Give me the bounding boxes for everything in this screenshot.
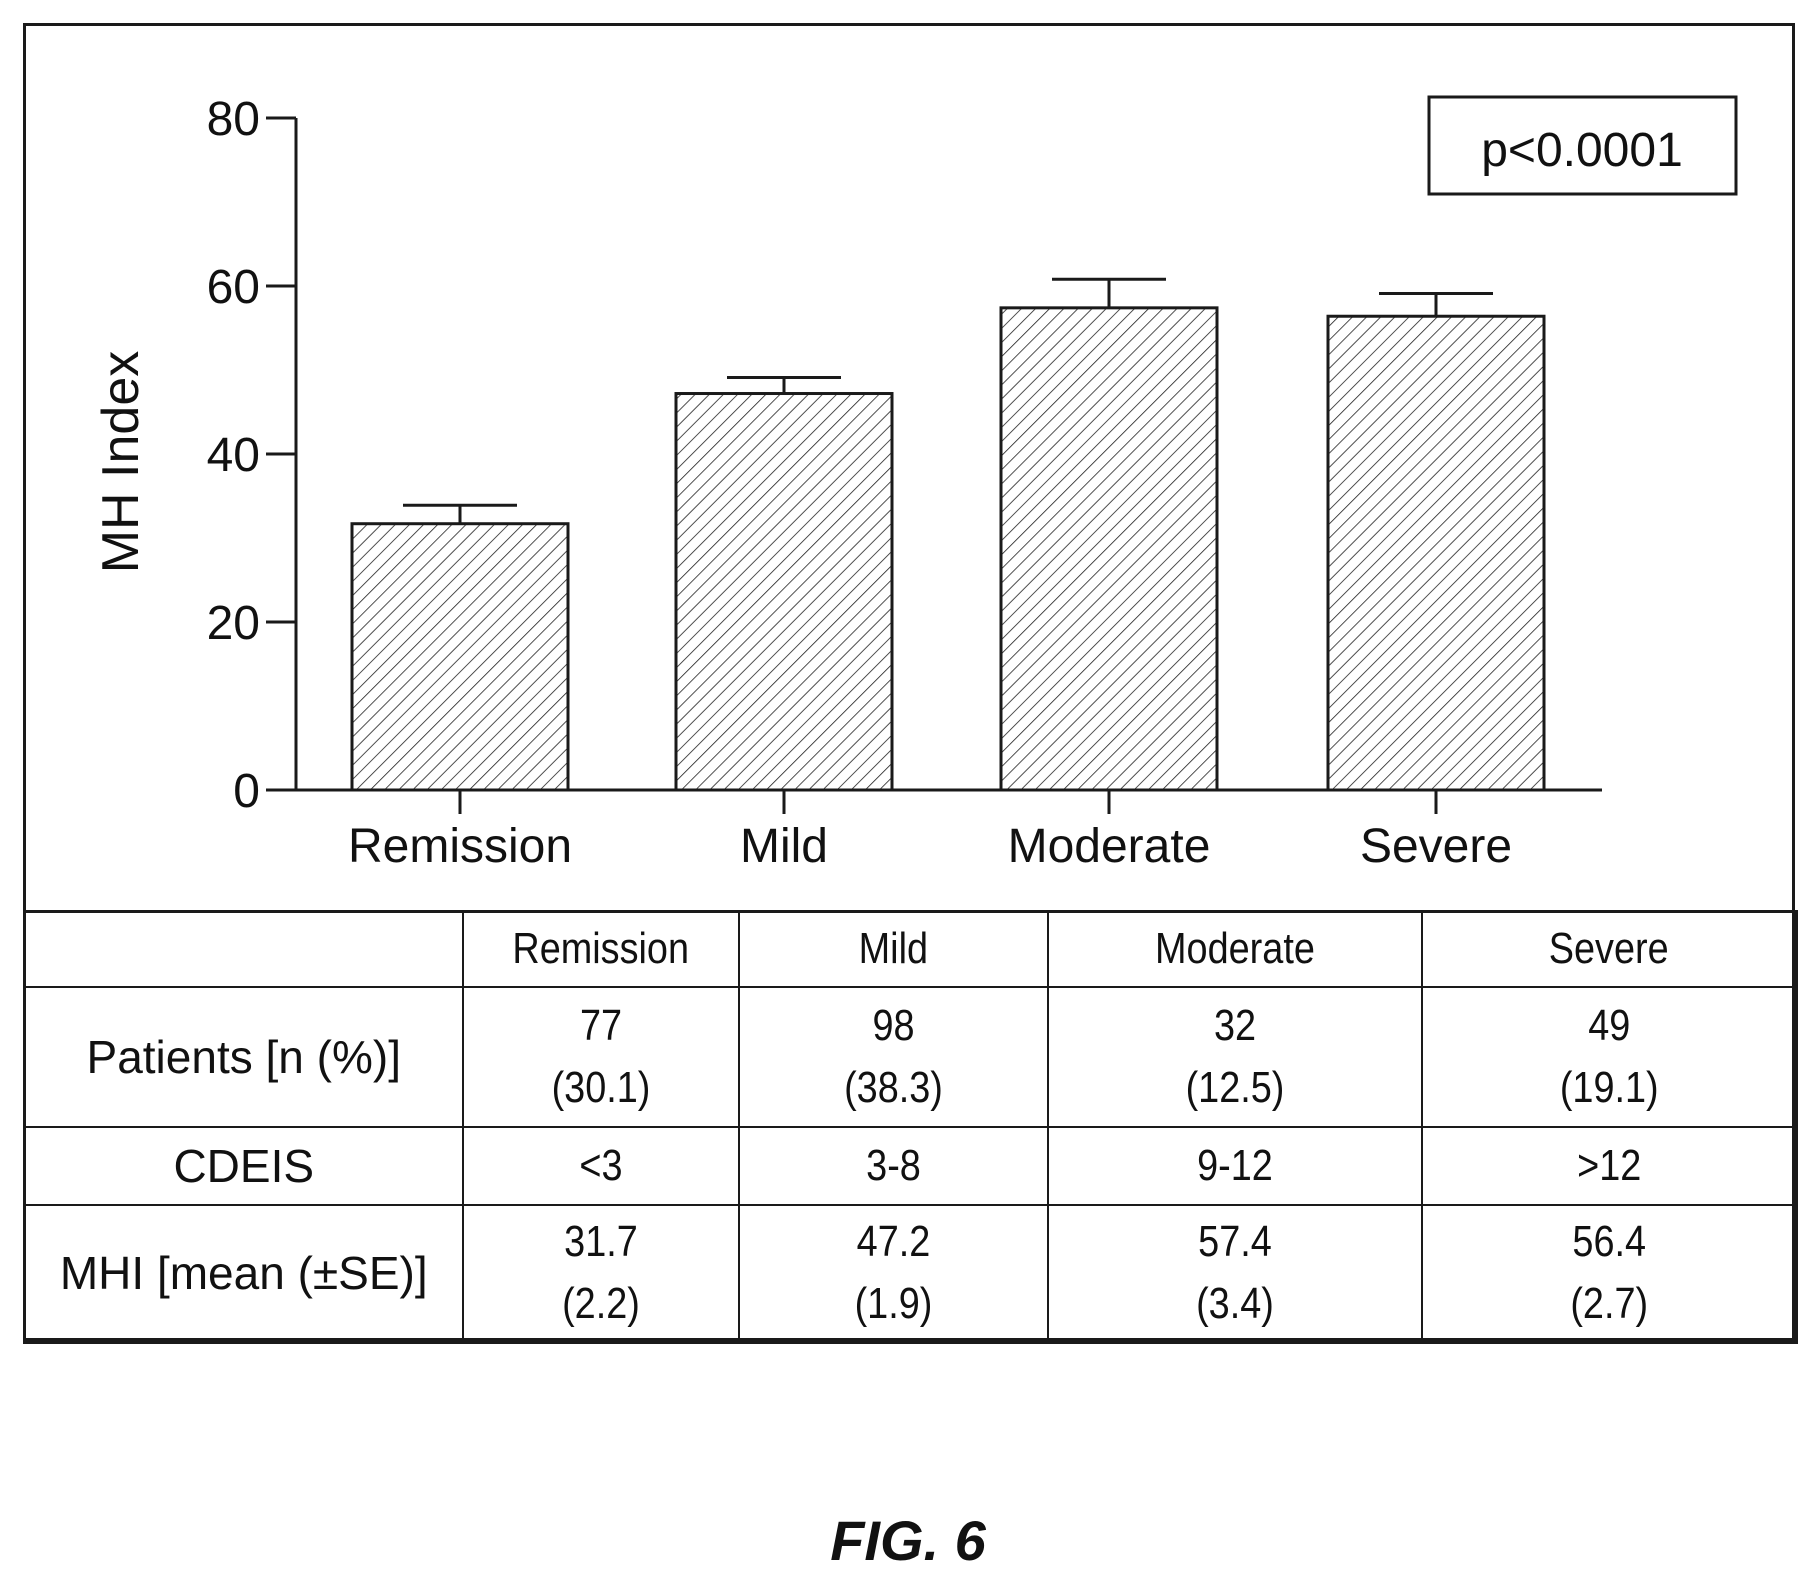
table-cell: 57.4 (3.4)	[1046, 1203, 1423, 1344]
table-cell: 98 (38.3)	[737, 985, 1049, 1128]
annotation-box	[1427, 95, 1738, 196]
table-header-cell: Moderate	[1046, 910, 1423, 988]
table-header-cell: Severe	[1420, 910, 1798, 988]
bar-remission	[350, 522, 570, 792]
row-label: Patients [n (%)]	[23, 985, 464, 1128]
table-header-cell: Remission	[461, 910, 740, 988]
table-cell: 77 (30.1)	[461, 985, 740, 1128]
x-tick-label: Remission	[348, 820, 572, 873]
table-header-cell: Mild	[737, 910, 1049, 988]
row-label: CDEIS	[23, 1125, 464, 1206]
table-cell: 3-8	[737, 1125, 1049, 1206]
y-axis-title: MH Index	[92, 351, 150, 574]
table-cell: >12	[1420, 1125, 1798, 1206]
bar-moderate	[999, 306, 1219, 792]
table-header-row: Remission Mild Moderate Severe	[23, 910, 1798, 988]
summary-table: Remission Mild Moderate Severe Patients …	[23, 910, 1798, 1344]
table-row-patients: Patients [n (%)] 77 (30.1) 98 (38.3) 32 (12…	[23, 985, 1798, 1128]
y-tick-label: 80	[207, 93, 260, 146]
y-tick-label: 0	[233, 765, 260, 818]
bar-mild	[674, 392, 894, 792]
table-cell: <3	[461, 1125, 740, 1206]
table-cell: 9-12	[1046, 1125, 1423, 1206]
row-label: MHI [mean (±SE)]	[23, 1203, 464, 1344]
x-tick-label: Severe	[1360, 820, 1512, 873]
x-tick-label: Mild	[740, 820, 828, 873]
y-tick-label: 40	[207, 429, 260, 482]
table-header-empty	[23, 910, 464, 988]
table-row-cdeis: CDEIS <3 3-8 9-12 >12	[23, 1125, 1798, 1206]
table-cell: 32 (12.5)	[1046, 985, 1423, 1128]
annotation-text: p<0.0001	[1481, 124, 1683, 177]
figure-caption: FIG. 6	[830, 1509, 986, 1572]
table-row-mhi: MHI [mean (±SE)] 31.7 (2.2) 47.2 (1.9) 57.…	[23, 1203, 1798, 1344]
table-cell: 47.2 (1.9)	[737, 1203, 1049, 1344]
table-cell: 31.7 (2.2)	[461, 1203, 740, 1344]
bar-severe	[1326, 314, 1546, 792]
x-tick-label: Moderate	[1008, 820, 1211, 873]
table-cell: 56.4 (2.7)	[1420, 1203, 1798, 1344]
table-cell: 49 (19.1)	[1420, 985, 1798, 1128]
y-tick-label: 20	[207, 597, 260, 650]
y-tick-label: 60	[207, 261, 260, 314]
bar-chart: 0 20 40 60 80 MH Index Remission Mild Moderate Se…	[92, 93, 1738, 873]
